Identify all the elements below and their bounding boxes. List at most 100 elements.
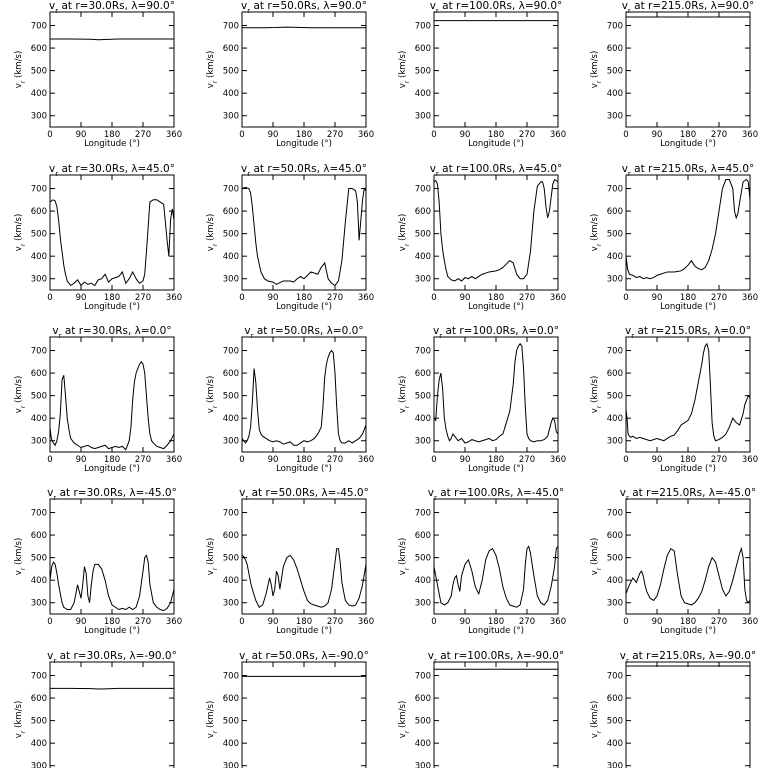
- panel-18: vr at r=50.0Rs, λ=-90.0°0901802703603004…: [206, 650, 369, 768]
- y-tick-label: 700: [223, 347, 239, 357]
- series-line: [50, 38, 174, 41]
- y-tick-label: 500: [31, 230, 47, 240]
- series-line: [49, 554, 175, 612]
- y-tick-label: 400: [223, 576, 239, 586]
- x-tick-label: 0: [47, 455, 52, 465]
- y-tick-label: 700: [415, 22, 431, 32]
- y-tick-label: 300: [31, 112, 47, 122]
- y-tick-label: 500: [223, 67, 239, 77]
- panel-title: vr at r=215.0Rs, λ=-45.0°: [620, 487, 756, 502]
- x-tick-label: 0: [239, 617, 244, 627]
- x-tick-label: 270: [135, 455, 151, 465]
- y-axis-label: vr (km/s): [590, 376, 603, 414]
- y-tick-label: 700: [607, 347, 623, 357]
- x-axis-label: Longitude (°): [276, 464, 332, 474]
- y-tick-label: 300: [607, 599, 623, 609]
- x-tick-label: 180: [488, 293, 504, 303]
- series-line: [241, 186, 367, 287]
- panel-9: vr at r=30.0Rs, λ=0.0° 0 90 180 270 360 300 400…: [14, 325, 182, 474]
- x-tick-label: 180: [296, 293, 312, 303]
- x-tick-label: 180: [296, 455, 312, 465]
- x-tick-label: 180: [104, 130, 120, 140]
- y-tick-label: 500: [607, 717, 623, 727]
- series-line: [50, 687, 174, 690]
- y-tick-label: 300: [223, 437, 239, 447]
- x-tick-label: 90: [268, 293, 279, 303]
- series-line: [433, 545, 559, 608]
- y-tick-label: 400: [415, 739, 431, 749]
- x-tick-label: 180: [488, 130, 504, 140]
- x-tick-label: 0: [47, 617, 52, 627]
- x-tick-label: 180: [296, 617, 312, 627]
- x-tick-label: 90: [652, 293, 663, 303]
- panel-12: vr at r=215.0Rs, λ=0.0° 0 90 180 270 360 300 40…: [590, 325, 758, 474]
- x-axis-label: Longitude (°): [84, 464, 140, 474]
- y-tick-label: 400: [415, 414, 431, 424]
- y-tick-label: 600: [223, 694, 239, 704]
- x-axis-label: Longitude (°): [84, 626, 140, 636]
- panel-8: vr at r=215.0Rs, λ=45.0° 0 90 180 270 360 300 4…: [590, 163, 758, 312]
- panel-title: vr at r=215.0Rs, λ=90.0°: [622, 0, 755, 15]
- x-tick-label: 90: [268, 455, 279, 465]
- panel-title: vr at r=100.0Rs, λ=45.0°: [430, 163, 563, 178]
- y-axis-label: vr (km/s): [590, 701, 603, 739]
- x-tick-label: 180: [680, 617, 696, 627]
- x-tick-label: 270: [519, 293, 535, 303]
- panel-title: vr at r=100.0Rs, λ=90.0°: [430, 0, 563, 15]
- y-tick-label: 400: [31, 252, 47, 262]
- y-tick-label: 400: [607, 252, 623, 262]
- y-tick-label: 500: [223, 717, 239, 727]
- x-tick-label: 0: [431, 130, 436, 140]
- panel-title: vr at r=215.0Rs, λ=45.0°: [622, 163, 755, 178]
- x-axis-label: Longitude (°): [276, 302, 332, 312]
- x-tick-label: 0: [47, 293, 52, 303]
- y-tick-label: 600: [31, 44, 47, 54]
- y-axis-label: vr (km/s): [14, 51, 27, 89]
- y-tick-label: 500: [31, 554, 47, 564]
- y-tick-label: 600: [415, 207, 431, 217]
- y-tick-label: 300: [415, 275, 431, 285]
- panel-title: vr at r=50.0Rs, λ=-90.0°: [239, 650, 369, 665]
- y-tick-label: 600: [415, 531, 431, 541]
- panel-title: vr at r=30.0Rs, λ=90.0°: [49, 0, 175, 15]
- y-tick-label: 400: [223, 739, 239, 749]
- x-tick-label: 90: [76, 617, 87, 627]
- y-tick-label: 300: [223, 762, 239, 768]
- y-tick-label: 300: [607, 112, 623, 122]
- panel-5: vr at r=30.0Rs, λ=45.0° 0 90 180 270 360 300 40…: [14, 163, 182, 312]
- y-tick-label: 700: [31, 672, 47, 682]
- x-tick-label: 360: [550, 293, 566, 303]
- y-tick-label: 300: [223, 112, 239, 122]
- y-tick-label: 300: [223, 275, 239, 285]
- x-tick-label: 270: [327, 617, 343, 627]
- x-tick-label: 270: [327, 455, 343, 465]
- y-tick-label: 700: [31, 509, 47, 519]
- x-tick-label: 0: [431, 617, 436, 627]
- panel-1: vr at r=30.0Rs, λ=90.0° 0 90 180 270 360 300 40…: [14, 0, 182, 149]
- y-tick-label: 500: [415, 392, 431, 402]
- y-tick-label: 700: [415, 347, 431, 357]
- y-tick-label: 600: [223, 531, 239, 541]
- series-line: [49, 360, 175, 451]
- panel-16: vr at r=215.0Rs, λ=-45.0° 0 90 180 270 360 300…: [590, 487, 758, 636]
- x-tick-label: 360: [550, 455, 566, 465]
- y-axis-label: vr (km/s): [590, 214, 603, 252]
- y-tick-label: 400: [607, 414, 623, 424]
- y-tick-label: 400: [31, 414, 47, 424]
- y-tick-label: 400: [415, 89, 431, 99]
- y-tick-label: 600: [223, 207, 239, 217]
- panel-title: vr at r=50.0Rs, λ=45.0°: [241, 163, 367, 178]
- panel-title: vr at r=50.0Rs, λ=-45.0°: [239, 487, 369, 502]
- y-tick-label: 400: [607, 576, 623, 586]
- x-tick-label: 0: [239, 293, 244, 303]
- x-axis-label: Longitude (°): [660, 139, 716, 149]
- y-tick-label: 300: [607, 275, 623, 285]
- x-tick-label: 180: [104, 617, 120, 627]
- x-tick-label: 180: [488, 617, 504, 627]
- y-tick-label: 500: [31, 67, 47, 77]
- y-tick-label: 600: [607, 531, 623, 541]
- x-tick-label: 180: [680, 293, 696, 303]
- y-tick-label: 300: [607, 762, 623, 768]
- series-line: [625, 178, 751, 280]
- x-tick-label: 0: [47, 130, 52, 140]
